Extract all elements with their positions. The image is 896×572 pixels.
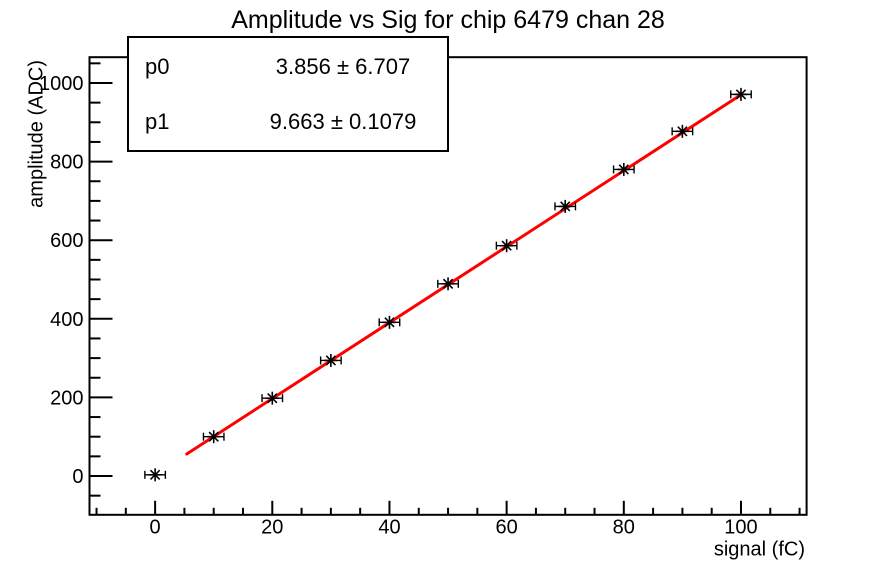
x-tick-label: 60 <box>496 517 518 539</box>
plot-title: Amplitude vs Sig for chip 6479 chan 28 <box>231 6 665 34</box>
asterisk-marker-icon <box>735 89 747 100</box>
data-point <box>378 315 401 329</box>
asterisk-marker-icon <box>384 317 395 328</box>
x-tick-label: 80 <box>613 517 635 539</box>
data-point <box>554 199 577 213</box>
data-point <box>495 239 518 253</box>
y-tick-label: 800 <box>50 152 83 174</box>
asterisk-marker-icon <box>267 393 278 404</box>
stat-param-name: p1 <box>145 109 170 134</box>
asterisk-marker-icon <box>501 240 512 251</box>
y-tick-label: 1000 <box>39 73 84 95</box>
fit-stats-box: p0 3.856 ± 6.707 p1 9.663 ± 0.1079 <box>127 36 449 152</box>
data-point <box>612 162 635 176</box>
asterisk-marker-icon <box>149 469 161 480</box>
x-tick-label: 20 <box>261 517 283 539</box>
data-point <box>730 87 752 101</box>
stat-param-value: 9.663 ± 0.1079 <box>269 109 417 134</box>
x-tick-label: 40 <box>378 517 400 539</box>
data-point <box>319 353 342 367</box>
asterisk-marker-icon <box>677 126 688 137</box>
data-point <box>202 430 225 444</box>
stat-param-value: 3.856 ± 6.707 <box>275 54 411 79</box>
stat-row-p1: p1 9.663 ± 0.1079 <box>129 106 447 138</box>
x-tick-label: 0 <box>150 517 161 539</box>
asterisk-marker-icon <box>442 278 454 289</box>
data-point <box>671 124 694 138</box>
y-axis-title: amplitude (ADC) <box>26 60 48 208</box>
y-tick-label: 400 <box>50 309 83 331</box>
x-tick-label: 100 <box>724 517 757 539</box>
y-tick-label: 600 <box>50 230 83 252</box>
fit-line <box>185 93 743 456</box>
x-axis-title: signal (fC) <box>714 539 805 561</box>
asterisk-marker-icon <box>325 355 337 366</box>
data-point <box>437 277 460 291</box>
asterisk-marker-icon <box>560 201 571 212</box>
stat-param-name: p0 <box>145 54 170 79</box>
asterisk-marker-icon <box>618 164 629 175</box>
y-tick-label: 200 <box>50 387 83 409</box>
data-point <box>144 468 167 482</box>
y-tick-label: 0 <box>72 466 83 488</box>
stat-row-p0: p0 3.856 ± 6.707 <box>129 51 447 83</box>
data-point <box>261 391 284 405</box>
asterisk-marker-icon <box>208 431 219 442</box>
